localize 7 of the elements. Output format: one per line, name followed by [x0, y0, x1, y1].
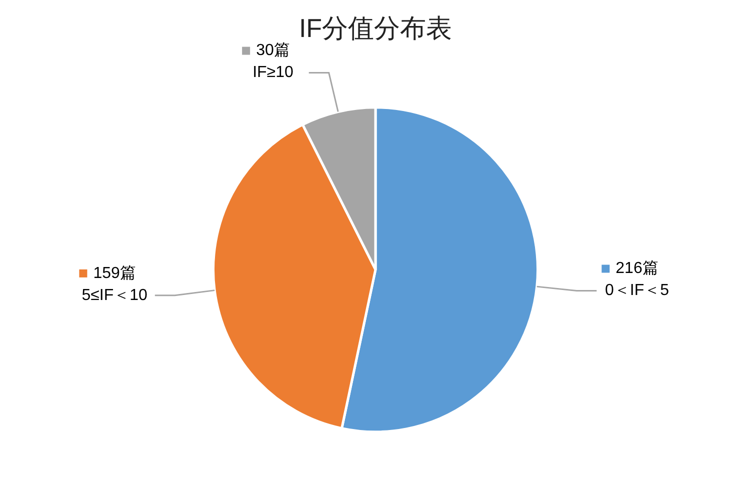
legend-label: 5≤IF＜10: [82, 286, 148, 304]
legend-label: IF≥10: [252, 64, 294, 82]
chart-title: IF分值分布表: [298, 12, 452, 43]
data-label: 30篇: [256, 42, 290, 60]
data-label: 216篇: [616, 260, 658, 278]
legend-label: 0＜IF＜5: [604, 282, 670, 300]
data-label: 159篇: [93, 264, 136, 282]
